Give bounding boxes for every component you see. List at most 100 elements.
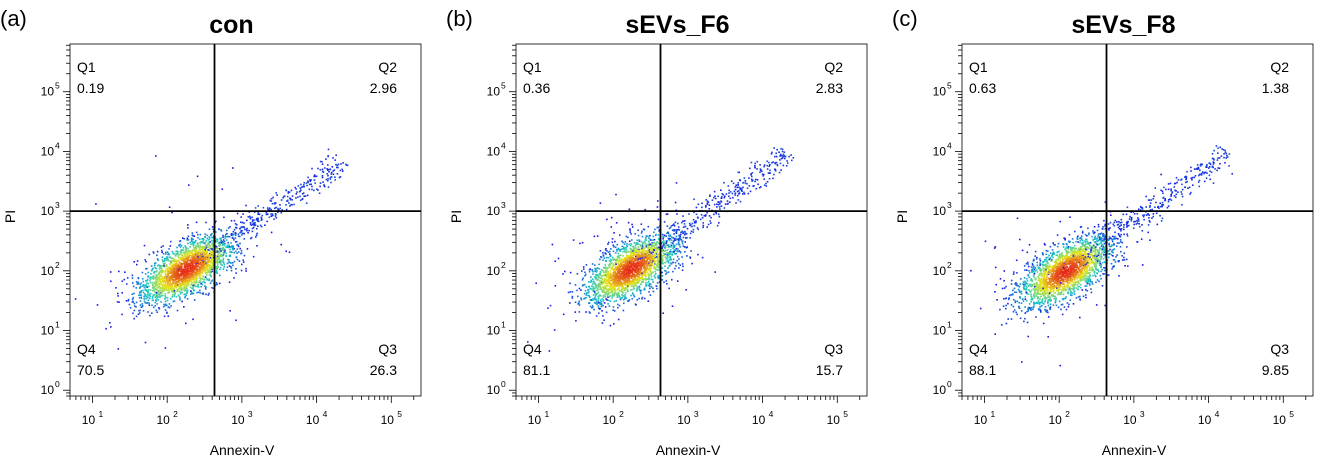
data-point <box>176 272 179 275</box>
data-point <box>144 288 147 291</box>
data-point <box>599 250 602 252</box>
data-point <box>321 168 324 171</box>
data-point <box>152 276 154 278</box>
data-point <box>617 248 620 251</box>
data-point <box>748 177 750 179</box>
data-point <box>599 288 601 290</box>
data-point <box>160 278 162 280</box>
data-point <box>626 289 629 291</box>
data-point <box>166 270 169 273</box>
data-point <box>236 252 238 254</box>
data-point <box>190 266 193 269</box>
data-point <box>668 287 670 290</box>
data-point <box>214 249 217 252</box>
data-point <box>184 259 186 261</box>
data-point <box>630 252 632 255</box>
data-point <box>174 273 177 276</box>
data-point <box>183 272 186 274</box>
data-point <box>587 294 589 297</box>
data-point <box>226 232 228 235</box>
data-point <box>636 241 639 244</box>
data-point <box>240 252 243 254</box>
data-point <box>665 241 668 244</box>
data-point <box>596 303 598 305</box>
data-point <box>781 150 784 153</box>
data-point <box>195 259 198 262</box>
data-point <box>188 252 191 255</box>
data-point <box>215 260 218 263</box>
data-point <box>736 186 739 189</box>
data-point <box>177 294 180 296</box>
data-point <box>212 258 214 260</box>
data-point <box>607 303 609 305</box>
data-point <box>592 278 594 280</box>
data-point <box>192 249 194 252</box>
data-point <box>640 232 643 234</box>
data-point <box>180 270 182 273</box>
data-point <box>678 237 680 240</box>
data-point <box>255 236 257 238</box>
data-point <box>667 259 669 261</box>
data-point <box>622 264 625 266</box>
data-point <box>649 270 652 272</box>
data-point <box>212 261 214 264</box>
data-point <box>628 283 631 285</box>
data-point <box>689 237 691 239</box>
data-point <box>247 232 249 234</box>
data-point <box>197 242 199 244</box>
data-point <box>211 279 214 282</box>
data-point <box>642 252 645 254</box>
data-point <box>641 251 643 253</box>
data-point <box>211 257 213 260</box>
data-point <box>650 249 653 251</box>
data-point <box>296 191 298 193</box>
data-point <box>170 275 173 278</box>
data-point <box>626 276 628 279</box>
data-point <box>629 229 631 231</box>
data-point <box>187 247 189 250</box>
data-point <box>611 241 614 244</box>
data-point <box>334 179 336 181</box>
data-point <box>607 277 610 279</box>
data-point <box>209 274 212 277</box>
data-point <box>266 220 268 223</box>
data-point <box>603 302 606 304</box>
data-point <box>624 241 627 243</box>
data-point <box>325 158 327 160</box>
data-point <box>670 241 672 244</box>
data-point <box>232 237 235 239</box>
data-point <box>256 219 259 222</box>
data-point <box>179 299 181 301</box>
data-point <box>148 304 151 307</box>
data-point <box>193 289 195 291</box>
data-point <box>151 297 154 299</box>
data-point <box>208 264 210 266</box>
data-point <box>277 209 280 211</box>
data-point <box>222 247 224 249</box>
data-point <box>176 250 179 252</box>
data-point <box>631 274 634 276</box>
data-point <box>631 281 634 283</box>
data-point <box>584 271 586 274</box>
data-point <box>177 267 179 269</box>
data-point <box>174 286 176 288</box>
data-point <box>664 245 666 247</box>
data-point <box>197 291 200 294</box>
data-point <box>184 267 187 269</box>
data-point <box>236 212 239 215</box>
data-point <box>771 151 773 154</box>
data-point <box>677 248 679 250</box>
data-point <box>242 259 244 261</box>
x-tick-base: 10 <box>82 413 96 427</box>
data-point <box>283 195 285 198</box>
data-point <box>176 290 179 293</box>
data-point <box>646 271 649 274</box>
data-point <box>183 280 186 282</box>
data-point <box>215 282 218 284</box>
data-point <box>627 236 629 239</box>
data-point <box>636 267 638 270</box>
data-point <box>602 269 604 272</box>
data-point <box>656 226 659 229</box>
data-point <box>168 206 171 208</box>
data-point <box>331 166 334 168</box>
